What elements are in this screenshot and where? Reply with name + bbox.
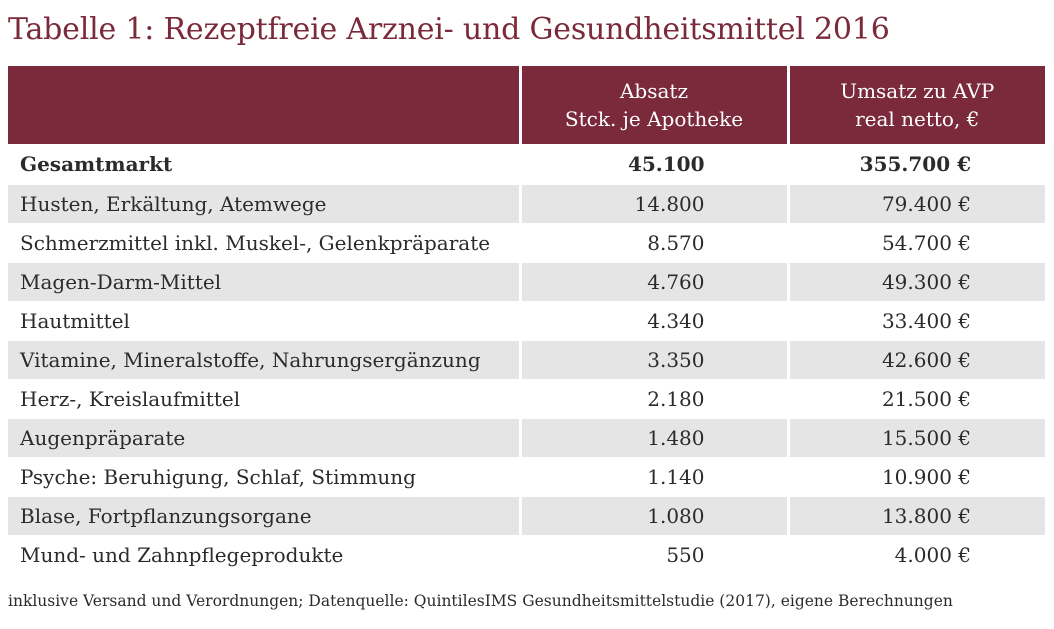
table-row: Psyche: Beruhigung, Schlaf, Stimmung 1.1… bbox=[8, 457, 1045, 497]
table-row: Augenpräparate 1.480 15.500 € bbox=[8, 418, 1045, 458]
row-umsatz: 33.400 € bbox=[788, 301, 1045, 341]
table-row: Husten, Erkältung, Atemwege 14.800 79.40… bbox=[8, 184, 1045, 224]
row-absatz: 1.080 bbox=[520, 496, 790, 536]
table-row: Hautmittel 4.340 33.400 € bbox=[8, 301, 1045, 341]
table-row: Herz-, Kreislaufmittel 2.180 21.500 € bbox=[8, 379, 1045, 419]
row-umsatz: 21.500 € bbox=[788, 379, 1045, 419]
header-absatz-line1: Absatz bbox=[619, 79, 688, 103]
row-label: Psyche: Beruhigung, Schlaf, Stimmung bbox=[8, 457, 522, 497]
row-absatz: 1.140 bbox=[520, 457, 790, 497]
table-row: Mund- und Zahnpflegeprodukte 550 4.000 € bbox=[8, 535, 1045, 575]
row-absatz: 4.760 bbox=[520, 262, 790, 302]
row-umsatz: 42.600 € bbox=[788, 340, 1045, 380]
row-umsatz: 49.300 € bbox=[788, 262, 1045, 302]
table-row-total: Gesamtmarkt 45.100 355.700 € bbox=[8, 144, 1045, 185]
row-label: Mund- und Zahnpflegeprodukte bbox=[8, 535, 522, 575]
row-absatz: 14.800 bbox=[520, 184, 790, 224]
row-label: Schmerzmittel inkl. Muskel-, Gelenkpräpa… bbox=[8, 223, 522, 263]
footnote: inklusive Versand und Verordnungen; Date… bbox=[8, 592, 953, 610]
row-absatz: 1.480 bbox=[520, 418, 790, 458]
row-absatz: 550 bbox=[520, 535, 790, 575]
header-umsatz-line2: real netto, € bbox=[855, 107, 980, 131]
row-label: Augenpräparate bbox=[8, 418, 522, 458]
row-umsatz: 79.400 € bbox=[788, 184, 1045, 224]
header-absatz: Absatz Stck. je Apotheke bbox=[520, 66, 790, 144]
row-label: Magen-Darm-Mittel bbox=[8, 262, 522, 302]
row-label: Vitamine, Mineralstoffe, Nahrungsergänzu… bbox=[8, 340, 522, 380]
table-row: Schmerzmittel inkl. Muskel-, Gelenkpräpa… bbox=[8, 223, 1045, 263]
row-label: Blase, Fortpflanzungsorgane bbox=[8, 496, 522, 536]
row-absatz: 45.100 bbox=[520, 144, 790, 185]
row-umsatz: 15.500 € bbox=[788, 418, 1045, 458]
row-umsatz: 54.700 € bbox=[788, 223, 1045, 263]
table-row: Blase, Fortpflanzungsorgane 1.080 13.800… bbox=[8, 496, 1045, 536]
header-umsatz-line1: Umsatz zu AVP bbox=[840, 79, 995, 103]
row-umsatz: 10.900 € bbox=[788, 457, 1045, 497]
row-label: Gesamtmarkt bbox=[8, 144, 522, 185]
header-absatz-line2: Stck. je Apotheke bbox=[564, 107, 744, 131]
data-table: Absatz Stck. je Apotheke Umsatz zu AVP r… bbox=[8, 66, 1045, 575]
row-absatz: 2.180 bbox=[520, 379, 790, 419]
table-row: Magen-Darm-Mittel 4.760 49.300 € bbox=[8, 262, 1045, 302]
header-row: Absatz Stck. je Apotheke Umsatz zu AVP r… bbox=[8, 66, 1045, 144]
row-label: Herz-, Kreislaufmittel bbox=[8, 379, 522, 419]
row-umsatz: 13.800 € bbox=[788, 496, 1045, 536]
row-umsatz: 4.000 € bbox=[788, 535, 1045, 575]
row-label: Hautmittel bbox=[8, 301, 522, 341]
header-label-cell bbox=[8, 66, 522, 144]
table-row: Vitamine, Mineralstoffe, Nahrungsergänzu… bbox=[8, 340, 1045, 380]
header-umsatz: Umsatz zu AVP real netto, € bbox=[788, 66, 1045, 144]
row-absatz: 8.570 bbox=[520, 223, 790, 263]
row-label: Husten, Erkältung, Atemwege bbox=[8, 184, 522, 224]
table-title: Tabelle 1: Rezeptfreie Arznei- und Gesun… bbox=[8, 12, 890, 47]
row-umsatz: 355.700 € bbox=[788, 144, 1045, 185]
row-absatz: 4.340 bbox=[520, 301, 790, 341]
row-absatz: 3.350 bbox=[520, 340, 790, 380]
